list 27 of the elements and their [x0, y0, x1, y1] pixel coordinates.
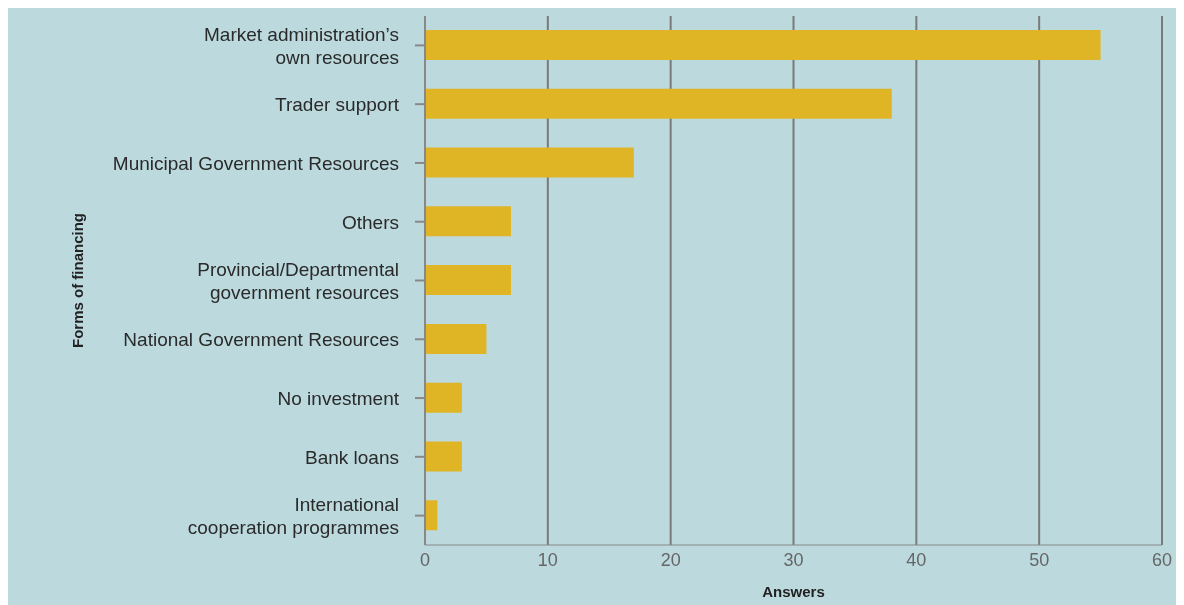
- y-tick-label: National Government Resources: [123, 328, 399, 350]
- y-tick-label: Market administration’s own resources: [203, 23, 399, 68]
- x-tick-label: 50: [1029, 549, 1050, 570]
- x-tick-label: 10: [537, 549, 558, 570]
- x-axis-title: Answers: [762, 583, 825, 600]
- bar: [425, 441, 462, 472]
- bar: [425, 206, 511, 237]
- y-tick-label: Bank loans: [304, 446, 399, 468]
- bar: [425, 147, 634, 178]
- x-tick-label: 30: [783, 549, 804, 570]
- y-tick-label: International cooperation programmes: [187, 493, 399, 538]
- y-tick-label: Municipal Government Resources: [112, 152, 399, 174]
- x-tick-label: 0: [419, 549, 431, 570]
- bar: [425, 382, 462, 413]
- y-tick-label: Provincial/Departmental government resources: [197, 258, 399, 303]
- x-tick-label: 20: [660, 549, 681, 570]
- bar: [425, 30, 1101, 60]
- x-tick-label: 60: [1151, 549, 1173, 570]
- bar: [425, 323, 487, 354]
- bar: [425, 265, 511, 296]
- bar: [425, 88, 892, 119]
- bar: [425, 500, 438, 531]
- y-tick-label: Others: [341, 211, 399, 233]
- y-axis-title: Forms of financing: [69, 213, 87, 348]
- y-tick-label: Trader support: [275, 93, 400, 115]
- x-tick-label: 40: [906, 549, 927, 570]
- y-tick-label: No investment: [277, 387, 400, 409]
